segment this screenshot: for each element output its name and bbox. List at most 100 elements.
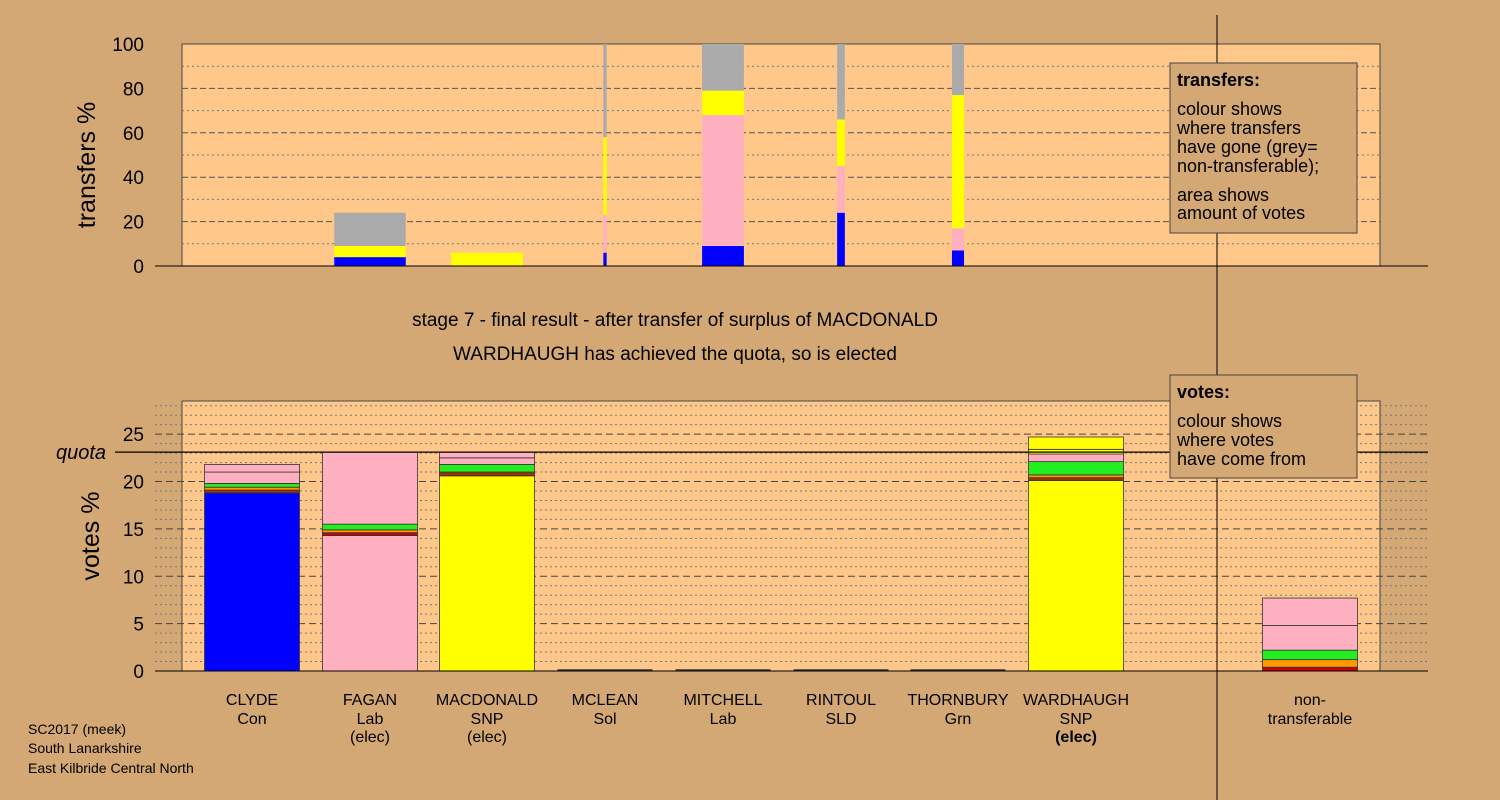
vote-bar-segment — [204, 486, 300, 491]
candidate-labels: CLYDEConFAGANLab(elec)MACDONALDSNP(elec)… — [226, 692, 1352, 746]
candidate-name: FAGAN — [343, 692, 397, 709]
vote-bar-segment — [322, 523, 418, 531]
votes-y-tick-label: 10 — [123, 567, 144, 588]
vote-bar-segment — [322, 451, 418, 525]
votes-y-ticks: 0 5 10 15 20 25 — [123, 425, 144, 683]
transfer-bar-segment — [603, 44, 607, 138]
vote-bar-segment — [204, 471, 300, 484]
votes-y-tick-label: 25 — [123, 425, 144, 446]
candidate-party: SNP — [471, 711, 504, 728]
candidate-party: Grn — [945, 711, 972, 728]
transfer-bar-segment — [951, 95, 965, 229]
vote-bar-segment — [1028, 480, 1124, 672]
transfer-bar-segment — [951, 228, 965, 251]
transfers-legend-title: transfers: — [1177, 70, 1260, 90]
candidate-name: RINTOUL — [806, 692, 876, 709]
transfers-legend-box — [1169, 62, 1358, 234]
vote-bar-segment — [1028, 477, 1124, 481]
candidate-party: Con — [237, 711, 266, 728]
candidate-party: Sol — [593, 711, 616, 728]
candidate-party: SNP — [1060, 711, 1093, 728]
transfers-y-tick-label: 100 — [112, 35, 144, 56]
vote-bar-segment — [1028, 474, 1124, 479]
candidate-name: CLYDE — [226, 692, 278, 709]
transfer-bar-segment — [334, 246, 406, 258]
transfers-bars — [334, 44, 965, 266]
nontransferable-bar-segment — [1262, 659, 1358, 668]
nontransferable-label: non- — [1294, 692, 1326, 709]
candidate-party: Lab — [357, 711, 384, 728]
candidate-party: SLD — [825, 711, 856, 728]
transfers-legend-line: area shows — [1177, 185, 1269, 205]
vote-bar-segment — [439, 475, 535, 672]
vote-bar-segment — [204, 489, 300, 494]
vote-bar-segment — [439, 464, 535, 473]
transfers-y-ticks: 0 20 40 60 80 100 — [112, 35, 144, 278]
transfer-bar-segment — [702, 246, 744, 266]
transfer-bar-segment — [837, 119, 845, 167]
votes-legend-box — [1169, 374, 1358, 479]
transfers-y-tick-label: 80 — [123, 79, 144, 100]
transfer-bar-segment — [951, 250, 965, 266]
transfers-y-tick-label: 0 — [133, 257, 144, 278]
vote-bar-segment — [204, 464, 300, 473]
transfer-bar-segment — [837, 44, 845, 120]
transfer-bar-segment — [837, 166, 845, 213]
transfer-bar-segment — [603, 137, 607, 215]
footer-council: South Lanarkshire — [28, 740, 142, 756]
vote-bar-segment — [1028, 461, 1124, 476]
transfer-bar-segment — [951, 44, 965, 96]
votes-gridlines — [155, 405, 1428, 663]
nontransferable-bar-segment — [1262, 649, 1358, 661]
nontransferable-bar-segment — [1262, 666, 1358, 672]
votes-legend-line: have come from — [1177, 449, 1306, 469]
transfers-legend-line: where transfers — [1176, 118, 1301, 138]
candidate-status: (elec) — [350, 729, 390, 746]
transfer-bar-segment — [451, 252, 523, 266]
transfers-y-tick-label: 20 — [123, 213, 144, 234]
votes-legend-line: colour shows — [1177, 411, 1282, 431]
vote-bar-segment — [439, 457, 535, 465]
votes-y-tick-label: 5 — [133, 615, 144, 636]
vote-bar-segment — [1028, 436, 1124, 450]
votes-chart: 0 5 10 15 20 25 quota votes % CLYDE Con FAGAN La… — [56, 400, 1428, 746]
vote-bar-segment — [439, 471, 535, 477]
transfer-bar-segment — [837, 212, 845, 266]
footer-method: SC2017 (meek) — [28, 721, 126, 737]
nontransferable-bar-segment — [1262, 625, 1358, 651]
candidate-party: Lab — [710, 711, 737, 728]
transfers-legend-line: non-transferable); — [1177, 156, 1319, 176]
transfers-legend-line: amount of votes — [1177, 203, 1305, 223]
votes-y-tick-label: 15 — [123, 520, 144, 541]
transfers-y-axis-label: transfers % — [73, 102, 101, 228]
nontransferable-label: transferable — [1268, 711, 1353, 728]
votes-legend-title: votes: — [1177, 382, 1230, 402]
candidate-name: MCLEAN — [572, 692, 639, 709]
transfer-bar-segment — [334, 212, 406, 247]
votes-legend: votes: colour shows where votes have com… — [1169, 374, 1358, 479]
transfers-y-tick-label: 40 — [123, 168, 144, 189]
vote-bar-segment — [1028, 453, 1124, 463]
candidate-name: WARDHAUGH — [1023, 692, 1129, 709]
nontransferable-bar-segment — [1262, 597, 1358, 626]
footer-ward: East Kilbride Central North — [28, 760, 194, 776]
stage-subtitle: WARDHAUGH has achieved the quota, so is … — [453, 344, 897, 365]
transfers-legend-line: have gone (grey= — [1177, 137, 1318, 157]
quota-label: quota — [56, 442, 106, 464]
votes-y-tick-label: 0 — [133, 662, 144, 683]
candidate-name: MITCHELL — [683, 692, 762, 709]
vote-bar-segment — [204, 483, 300, 488]
candidate-name: THORNBURY — [907, 692, 1008, 709]
transfers-legend: transfers: colour shows where transfers … — [1169, 62, 1358, 234]
candidate-name: MACDONALD — [436, 692, 538, 709]
transfer-bar-segment — [702, 90, 744, 116]
transfer-bar-segment — [603, 252, 607, 266]
transfers-y-tick-label: 60 — [123, 124, 144, 145]
vote-bar-segment — [439, 451, 535, 459]
vote-bar-segment — [322, 532, 418, 536]
vote-bar-segment — [322, 529, 418, 534]
transfers-legend-line: colour shows — [1177, 99, 1282, 119]
votes-y-tick-label: 20 — [123, 473, 144, 494]
transfer-bar-segment — [702, 115, 744, 247]
